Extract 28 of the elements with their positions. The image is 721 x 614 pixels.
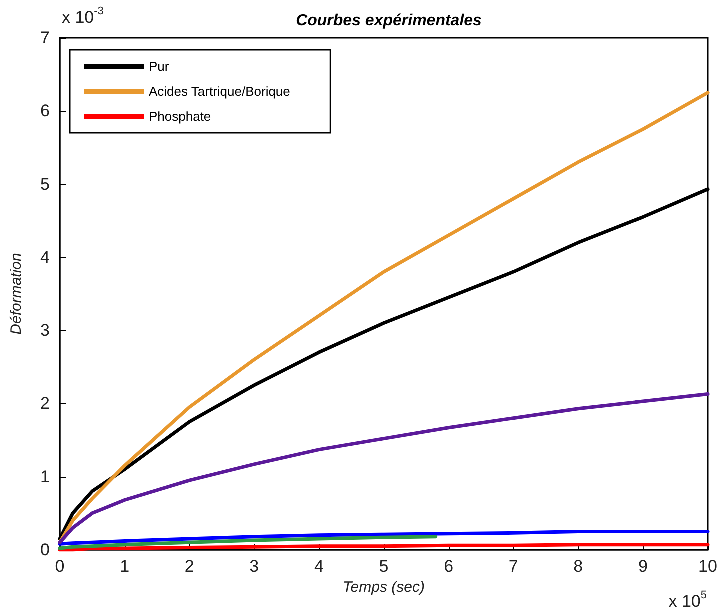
line-series	[58, 535, 438, 550]
y-tick-label: 2	[40, 394, 50, 414]
y-tick-label: 6	[40, 102, 50, 121]
x-axis-title: Temps (sec)	[343, 579, 425, 596]
x-tick-label: 6	[444, 557, 454, 576]
legend-label: Pur	[149, 59, 170, 74]
x-tick-label: 9	[638, 557, 648, 576]
y-tick-label: 7	[40, 28, 50, 48]
x-tick-label: 10	[698, 557, 718, 576]
legend-label: Acides Tartrique/Borique	[149, 84, 290, 99]
x-tick-label: 5	[379, 557, 389, 576]
y-tick-label: 3	[40, 321, 50, 340]
line-series	[58, 530, 710, 546]
line-series	[58, 392, 710, 544]
y-tick-label: 5	[40, 174, 50, 194]
y-tick-label: 1	[40, 467, 50, 486]
legend-label: Phosphate	[149, 109, 212, 124]
y-tick-label: 4	[40, 248, 50, 267]
x-tick-label: 7	[508, 557, 518, 576]
x-tick-label: 0	[55, 557, 65, 576]
x-tick-label: 1	[120, 557, 130, 576]
y-axis-title: Déformation	[8, 253, 25, 335]
y-tick-label: 0	[40, 540, 50, 560]
chart-title: Courbes expérimentales	[296, 12, 482, 30]
x-tick-label: 4	[314, 557, 324, 576]
x-tick-label: 3	[250, 557, 260, 576]
x-tick-label: 2	[184, 557, 194, 576]
x-tick-label: 8	[574, 557, 584, 576]
